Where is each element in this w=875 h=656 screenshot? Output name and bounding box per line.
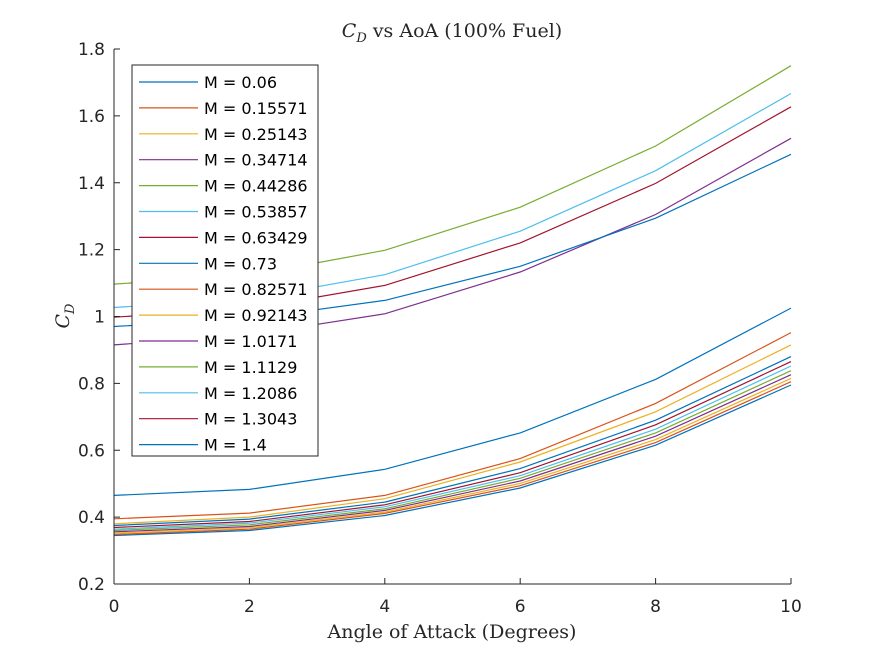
legend-entry-label: M = 0.34714 <box>204 151 308 170</box>
legend-entry-label: M = 1.2086 <box>204 384 297 403</box>
extra-series-line-0 <box>113 307 792 496</box>
chart-title-sub: D <box>355 31 367 46</box>
y-axis-label-main: C <box>52 313 74 328</box>
legend-entry-label: M = 1.0171 <box>204 332 297 351</box>
legend-entry-label: M = 0.25143 <box>204 125 308 144</box>
legend-entry-label: M = 0.92143 <box>204 306 308 325</box>
x-tick-label: 2 <box>244 597 255 617</box>
y-tick-label: 0.2 <box>78 575 105 595</box>
y-tick-label: 1.8 <box>78 40 105 60</box>
x-ticks: 0 2 4 6 8 10 <box>109 578 802 617</box>
y-tick-label: 1.4 <box>78 174 105 194</box>
legend-entry-label: M = 1.4 <box>204 436 267 455</box>
series-line-3 <box>113 374 792 533</box>
legend-entry-label: M = 1.3043 <box>204 410 297 429</box>
legend-box <box>131 64 319 457</box>
y-tick-label: 1.2 <box>78 241 105 261</box>
legend-entry-label: M = 0.44286 <box>204 177 308 196</box>
series-line-7 <box>113 356 792 527</box>
y-tick-label: 0.6 <box>78 441 105 461</box>
x-tick-label: 8 <box>650 597 661 617</box>
y-tick-label: 1.6 <box>78 107 105 127</box>
x-tick-label: 4 <box>379 597 390 617</box>
y-axis-label-sub: D <box>63 303 78 315</box>
y-ticks: 0.2 0.4 0.6 0.8 1 1.2 1.4 1.6 1.8 <box>78 40 120 595</box>
series-line-0 <box>113 384 792 537</box>
series-line-4 <box>113 370 792 532</box>
series-line-2 <box>113 377 792 534</box>
x-axis-label: Angle of Attack (Degrees) <box>327 621 577 643</box>
chart-title: CD vs AoA (100% Fuel) <box>342 20 562 46</box>
y-tick-label: 0.4 <box>78 508 105 528</box>
legend-entry-label: M = 0.53857 <box>204 203 308 222</box>
legend-entry-label: M = 0.63429 <box>204 228 308 247</box>
series-line-9 <box>113 344 792 525</box>
series-line-1 <box>113 381 792 536</box>
y-tick-label: 0.8 <box>78 374 105 394</box>
series-line-8 <box>113 332 792 520</box>
legend-entry-label: M = 0.82571 <box>204 280 308 299</box>
x-tick-label: 10 <box>780 597 802 617</box>
chart-title-main: C <box>342 20 357 42</box>
legend-entry-label: M = 0.15571 <box>204 99 308 118</box>
series-line-6 <box>113 361 792 529</box>
y-axis-label: CD <box>52 303 78 329</box>
chart-title-rest: vs AoA (100% Fuel) <box>367 20 562 42</box>
legend-items: M = 0.06 M = 0.15571 M = 0.25143 M = 0.3471… <box>139 73 308 455</box>
series-line-5 <box>113 365 792 530</box>
y-tick-label: 1 <box>94 308 105 328</box>
x-tick-label: 6 <box>515 597 526 617</box>
legend[interactable]: M = 0.06 M = 0.15571 M = 0.25143 M = 0.3471… <box>131 64 319 457</box>
legend-entry-label: M = 0.06 <box>204 73 277 92</box>
legend-entry-label: M = 0.73 <box>204 254 277 273</box>
legend-entry-label: M = 1.1129 <box>204 358 297 377</box>
x-tick-label: 0 <box>109 597 120 617</box>
